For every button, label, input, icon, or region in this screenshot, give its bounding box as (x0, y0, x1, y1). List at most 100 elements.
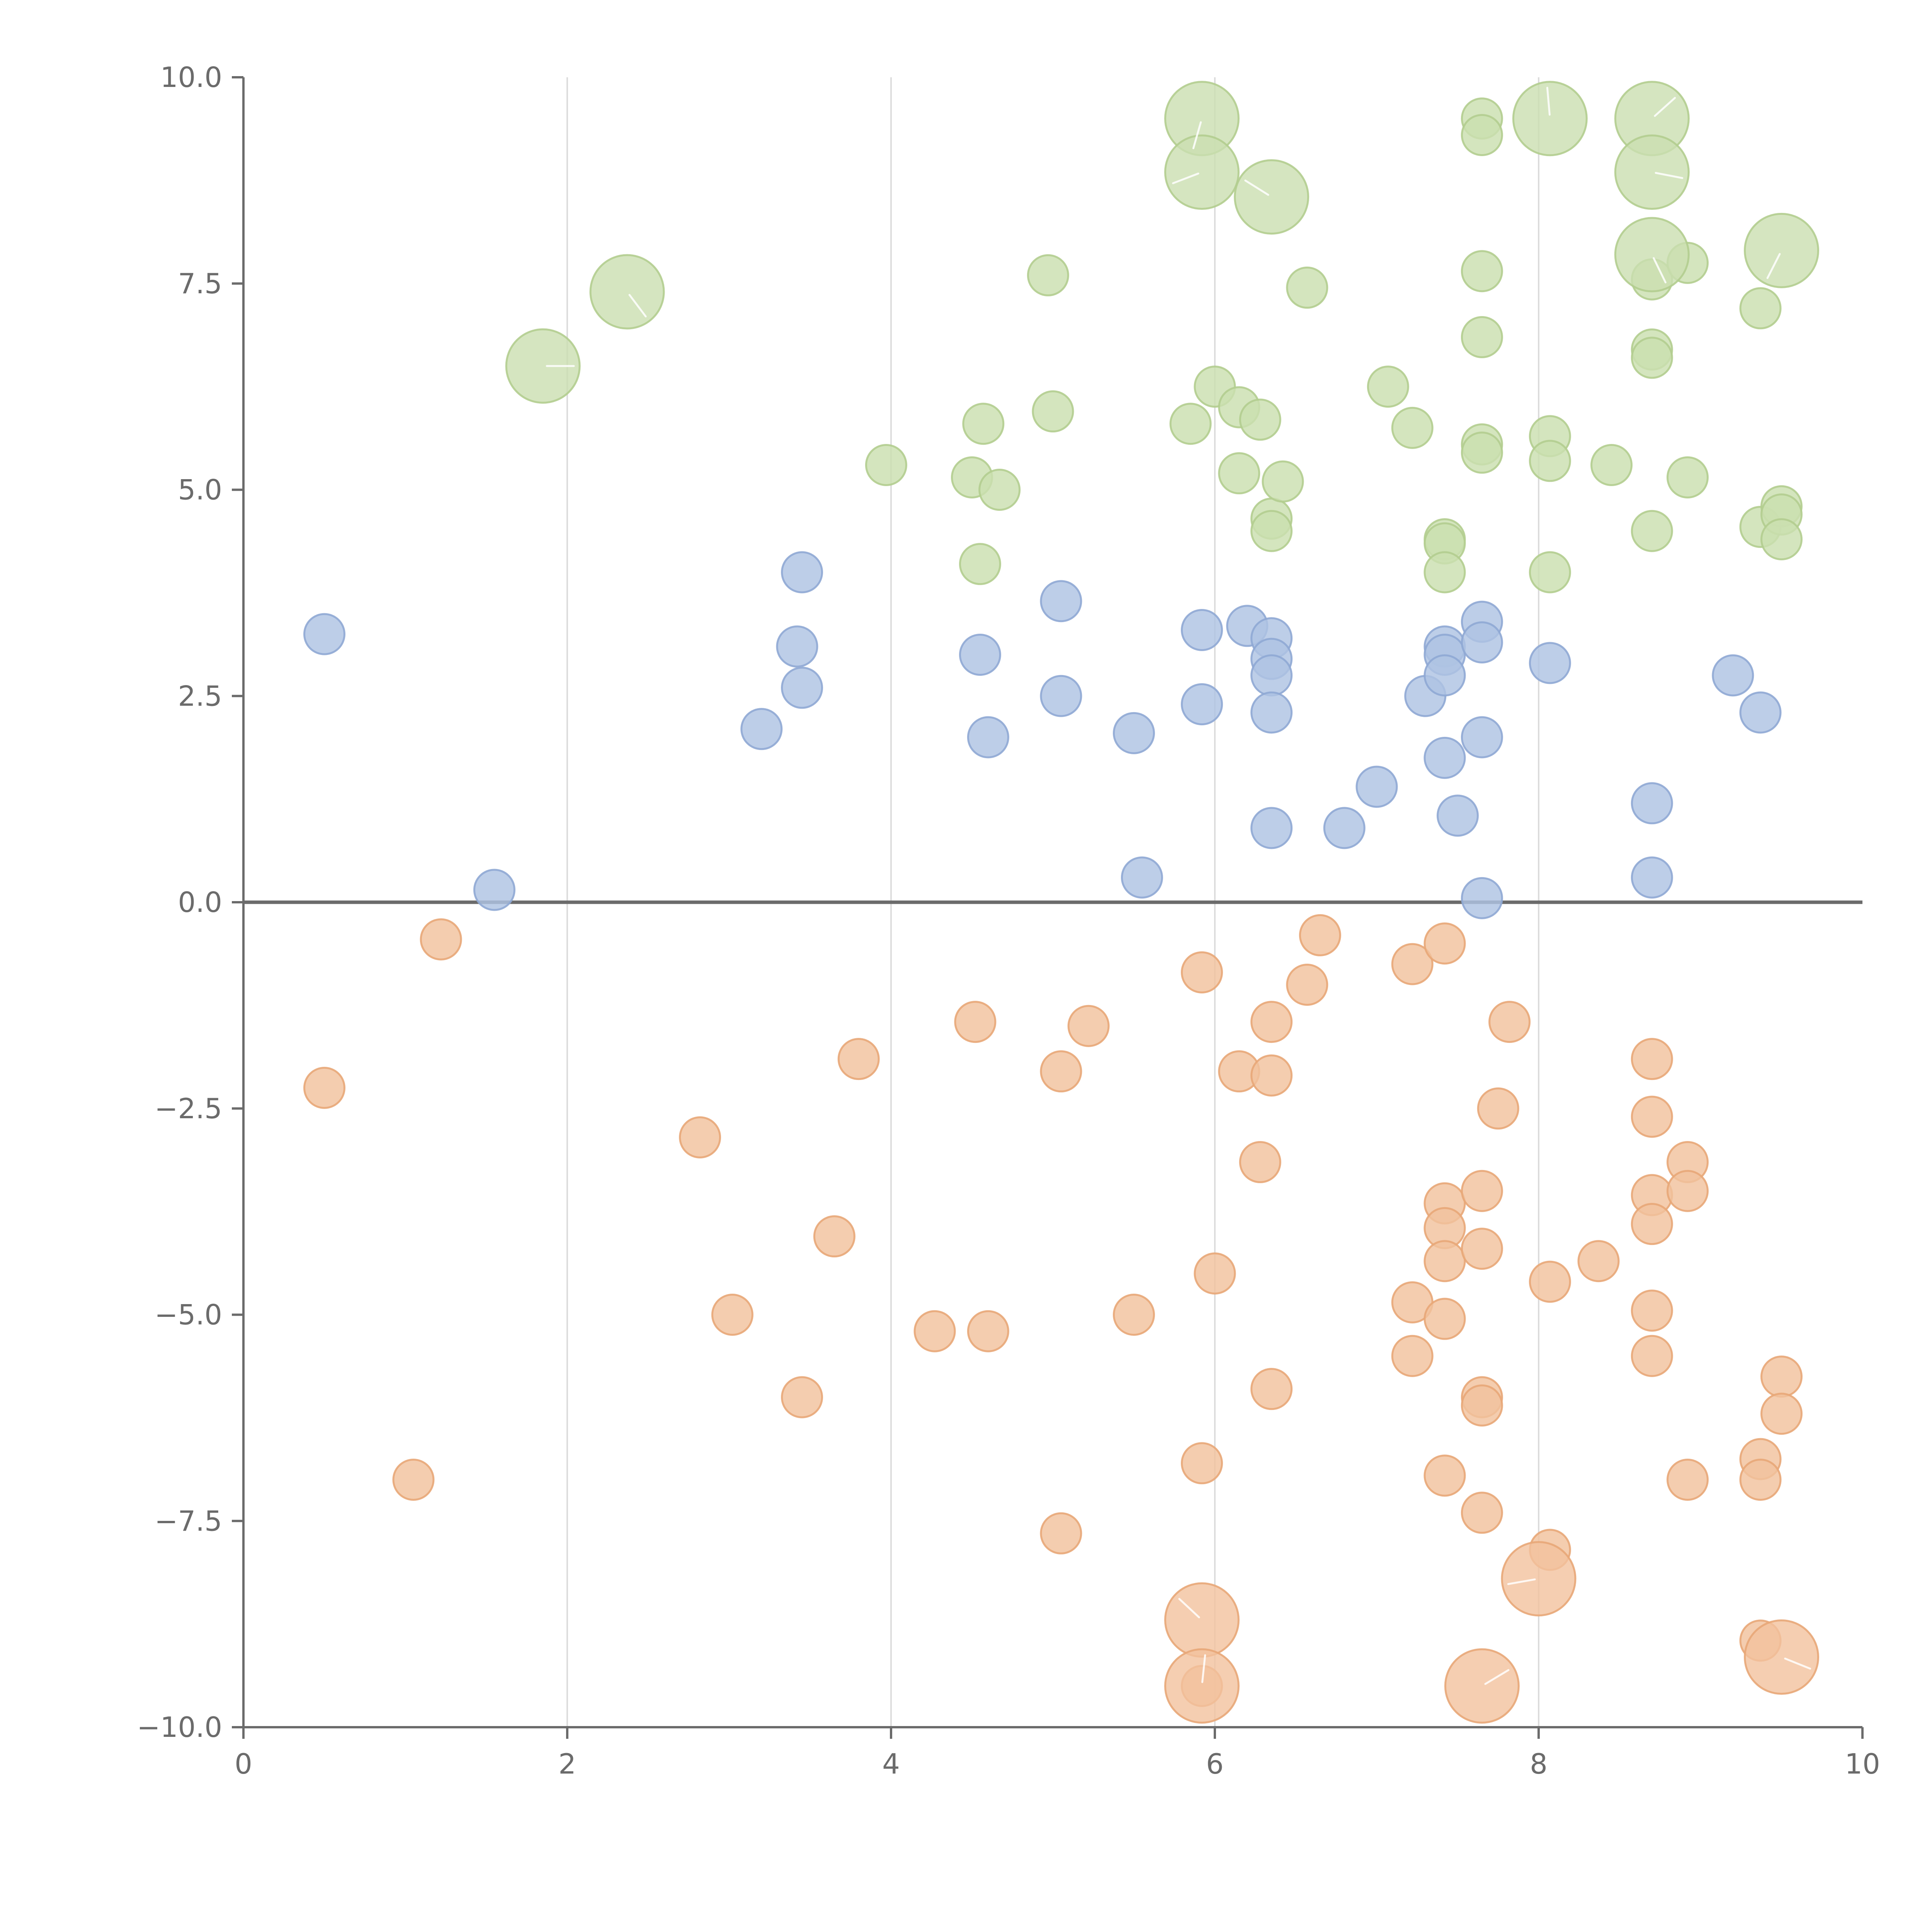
data-point (1423, 1240, 1466, 1282)
leader-line (1178, 1598, 1200, 1619)
data-point (1113, 1294, 1155, 1336)
data-point (1423, 1454, 1466, 1497)
data-point (1391, 1335, 1434, 1377)
leader-line (1201, 1654, 1206, 1683)
data-point (1437, 794, 1479, 837)
x-tick-label: 6 (1206, 1748, 1224, 1780)
data-point (1067, 1005, 1110, 1047)
leader-line (1784, 1657, 1811, 1670)
data-point (1739, 1459, 1782, 1501)
data-point (1477, 1087, 1519, 1130)
data-point (1113, 712, 1155, 754)
y-tick-label: 0.0 (178, 886, 222, 918)
data-point (837, 1038, 880, 1080)
data-point (1461, 1228, 1503, 1270)
label-leader-lines (546, 87, 1811, 1685)
large-bubble (589, 254, 665, 330)
data-point (865, 444, 907, 486)
large-bubble (1164, 134, 1240, 210)
data-point (1461, 1170, 1503, 1212)
data-point (1040, 1512, 1082, 1554)
data-point (1631, 337, 1673, 379)
leader-line (1655, 172, 1684, 179)
data-point (679, 1116, 721, 1158)
y-tick-label: 5.0 (178, 474, 222, 506)
data-point (1040, 580, 1082, 622)
data-point (1739, 287, 1782, 330)
data-point (1391, 406, 1434, 449)
data-point (1529, 642, 1571, 684)
data-point (1529, 440, 1571, 482)
data-points (303, 81, 1819, 1724)
data-point (1040, 675, 1082, 717)
data-point (913, 1310, 956, 1352)
data-point (303, 613, 345, 655)
data-point (1218, 452, 1260, 495)
data-point (1423, 551, 1466, 594)
leader-line (1244, 179, 1269, 196)
data-point (962, 403, 1005, 445)
large-bubble (1614, 217, 1690, 293)
y-tick-label: 7.5 (178, 267, 222, 300)
large-bubble (1744, 213, 1819, 288)
data-point (1323, 807, 1366, 849)
large-bubble (1164, 1582, 1240, 1658)
large-bubble (1512, 81, 1588, 156)
data-point (1461, 250, 1503, 293)
data-point (711, 1294, 753, 1336)
data-point (1423, 654, 1466, 697)
data-point (1250, 807, 1293, 849)
data-point (1631, 856, 1673, 899)
y-tick-label: 10.0 (160, 61, 222, 94)
data-point (1250, 1001, 1293, 1043)
leader-line (1192, 121, 1202, 150)
data-point (1461, 877, 1503, 919)
data-point (1631, 510, 1673, 552)
data-point (1250, 1368, 1293, 1410)
data-point (1239, 398, 1281, 441)
data-point (1367, 366, 1409, 408)
y-tick-label: −7.5 (155, 1505, 222, 1537)
data-point (740, 708, 783, 750)
axes (232, 76, 1864, 1739)
data-point (1461, 114, 1503, 156)
data-point (781, 551, 823, 594)
y-tick-label: −10.0 (137, 1711, 222, 1743)
large-bubble (1744, 1619, 1819, 1695)
leader-line (1484, 1669, 1510, 1685)
x-tick-label: 8 (1530, 1748, 1548, 1780)
data-point (978, 469, 1021, 511)
leader-line (1653, 257, 1667, 284)
x-tick-label: 4 (882, 1748, 900, 1780)
data-point (1239, 1141, 1281, 1184)
tick-labels: 0 2 4 6 8 10 10.0 7.5 5.0 2.5 0.0 −2.5 −5.0 −7.5 −10.0 (137, 61, 1880, 1780)
data-point (1169, 403, 1212, 445)
data-point (473, 869, 515, 911)
data-point (1180, 683, 1223, 726)
data-point (392, 1459, 435, 1501)
y-tick-label: 2.5 (178, 680, 222, 712)
data-point (954, 1001, 997, 1043)
leader-line (1172, 172, 1199, 184)
large-bubble (1614, 134, 1690, 210)
data-point (967, 716, 1009, 759)
leader-line (1507, 1578, 1536, 1585)
data-point (1666, 456, 1709, 498)
x-tick-label: 0 (235, 1748, 252, 1780)
data-point (1423, 922, 1466, 965)
data-point (1180, 609, 1223, 651)
data-point (1461, 621, 1503, 663)
data-point (1194, 1252, 1236, 1295)
data-point (1760, 518, 1803, 561)
data-point (1631, 1095, 1673, 1138)
x-tick-label: 2 (558, 1748, 576, 1780)
data-point (1461, 716, 1503, 759)
y-tick-label: −2.5 (155, 1092, 222, 1125)
data-point (1590, 444, 1633, 486)
data-point (1423, 1298, 1466, 1340)
data-point (303, 1066, 345, 1109)
data-point (1666, 1459, 1709, 1501)
data-point (967, 1310, 1009, 1352)
leader-line (1654, 97, 1676, 117)
